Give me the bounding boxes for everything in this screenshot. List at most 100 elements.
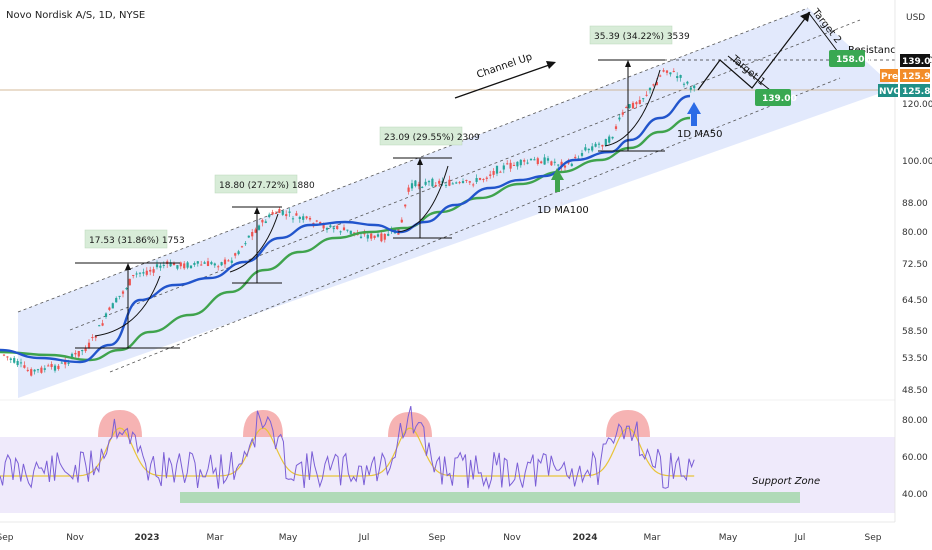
candle: [230, 257, 233, 266]
candle: [682, 82, 686, 88]
pre-tag: [880, 69, 898, 82]
candle: [512, 162, 516, 166]
candle: [407, 184, 410, 195]
candle: [237, 249, 240, 256]
candle: [339, 230, 342, 235]
support-zone-label: Support Zone: [752, 476, 820, 487]
candle: [669, 72, 672, 77]
candle: [50, 361, 53, 370]
currency-label: USD: [906, 13, 925, 23]
candle: [400, 217, 403, 223]
candle: [183, 261, 186, 270]
time-tick-label: Sep: [0, 533, 14, 543]
candle: [257, 224, 261, 231]
candle: [631, 101, 635, 110]
candle: [373, 235, 376, 240]
candle: [587, 148, 590, 154]
candle: [2, 354, 6, 357]
leg-1-label: 17.53 (31.86%) 1753: [89, 236, 185, 246]
pre-tag-label: Pre: [881, 72, 898, 82]
leg-3-label: 23.09 (29.55%) 2309: [384, 133, 480, 143]
target2-line: [807, 11, 839, 53]
candle: [251, 228, 254, 241]
candle: [621, 109, 624, 117]
candle: [155, 260, 159, 270]
candle: [458, 181, 461, 185]
resistance-tag: [900, 54, 930, 67]
candle: [438, 178, 441, 187]
candles: [2, 68, 696, 377]
time-tick-label: Jul: [794, 533, 806, 543]
candle: [414, 180, 417, 188]
candle: [9, 357, 12, 364]
time-tick-label: 2023: [134, 533, 159, 543]
candle: [281, 210, 284, 217]
candle: [23, 361, 26, 369]
candle: [383, 233, 386, 243]
time-tick-label: May: [279, 533, 298, 543]
price-tick-label: 100.00: [902, 157, 932, 167]
candle: [380, 230, 383, 243]
candle: [332, 225, 335, 233]
candle: [676, 72, 679, 82]
candle: [138, 272, 142, 278]
candle: [200, 260, 203, 266]
candle: [302, 213, 305, 223]
support-zone: [180, 492, 800, 503]
candle: [614, 124, 618, 131]
candle: [342, 224, 346, 231]
leg-2: 18.80 (27.72%) 1880: [214, 174, 315, 284]
candle: [478, 177, 482, 181]
candle: [176, 264, 179, 271]
rsi-line: [0, 405, 695, 490]
candle: [189, 265, 193, 269]
candle: [125, 287, 128, 291]
candle: [659, 74, 662, 78]
channel-up-arrow: [454, 63, 553, 99]
candle: [387, 230, 390, 237]
candle: [652, 83, 655, 87]
rsi-tick-label: 60.00: [902, 453, 928, 463]
candle: [686, 80, 689, 86]
candle: [665, 70, 669, 76]
time-ticks: Sep Nov 2023 Mar May Jul Sep Nov 2024 Mar May Jul Se…: [0, 533, 882, 543]
candle: [6, 356, 9, 361]
candle: [557, 164, 560, 169]
candle: [145, 267, 148, 277]
candle: [645, 91, 648, 97]
time-tick-label: Mar: [644, 533, 661, 543]
candle: [346, 229, 349, 233]
candle: [142, 268, 145, 277]
candle: [693, 84, 696, 92]
candle: [506, 160, 509, 165]
candle: [689, 86, 692, 93]
candle: [179, 261, 182, 270]
candle: [274, 210, 278, 214]
candle: [98, 324, 101, 327]
candle: [43, 365, 46, 373]
projection-arrowhead: [800, 12, 810, 22]
candle: [149, 266, 152, 276]
price-axis-panel: [895, 0, 932, 550]
candle: [261, 218, 264, 227]
candle: [298, 215, 301, 223]
ticker-tag: [878, 84, 898, 97]
candle: [118, 295, 121, 300]
candle: [91, 334, 94, 341]
candle: [53, 363, 57, 373]
candle: [135, 271, 138, 278]
time-tick-label: Jul: [358, 533, 370, 543]
candle: [591, 143, 594, 153]
leg-1: 17.53 (31.86%) 1753: [75, 229, 185, 349]
candle: [308, 215, 312, 222]
candle: [533, 156, 536, 161]
time-tick-label: Nov: [66, 533, 84, 543]
candle: [461, 178, 465, 184]
candle: [366, 233, 369, 242]
candle: [526, 159, 529, 165]
time-tick-label: Nov: [503, 533, 521, 543]
candle: [540, 160, 543, 164]
rsi-ticks: 80.00 60.00 40.00: [902, 416, 928, 500]
resistance-tag-value: 139.00: [902, 57, 932, 67]
target1-tag: [755, 89, 791, 106]
